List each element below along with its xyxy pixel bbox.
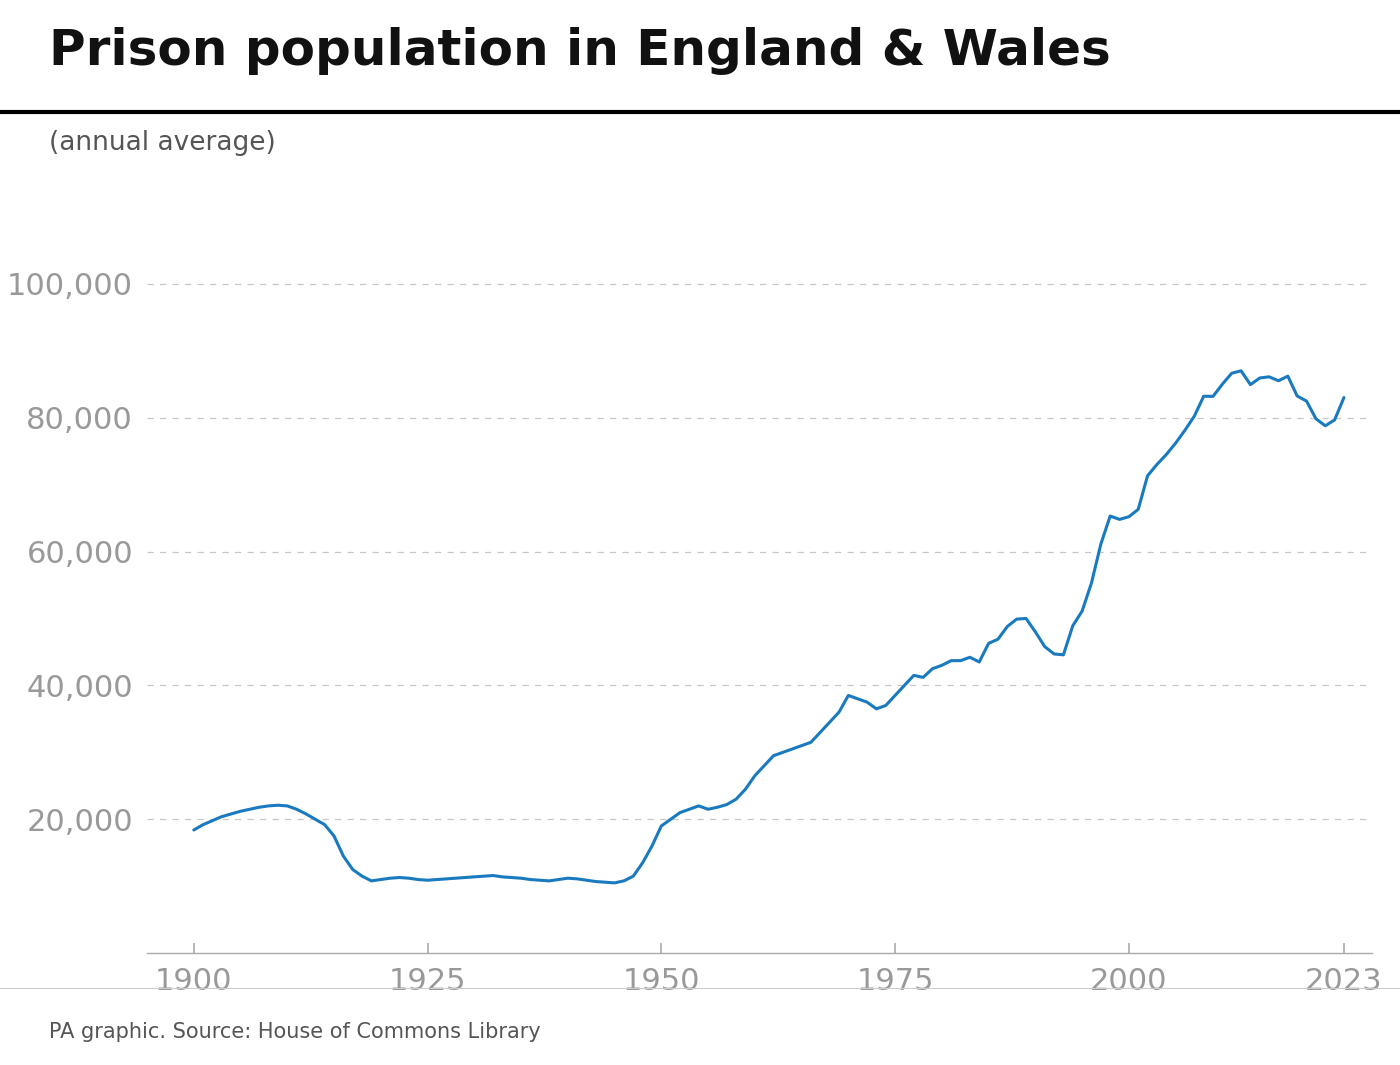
Text: Prison population in England & Wales: Prison population in England & Wales <box>49 27 1110 75</box>
Text: (annual average): (annual average) <box>49 130 276 155</box>
Text: PA graphic. Source: House of Commons Library: PA graphic. Source: House of Commons Lib… <box>49 1021 540 1042</box>
